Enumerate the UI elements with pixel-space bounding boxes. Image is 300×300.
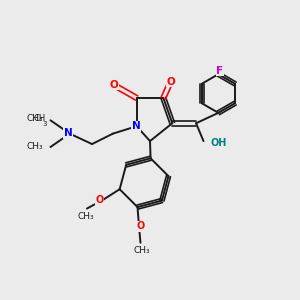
Text: CH₃: CH₃ [77, 212, 94, 221]
Text: O: O [136, 221, 145, 231]
Text: N: N [132, 121, 140, 131]
Text: CH₃: CH₃ [134, 246, 150, 255]
Text: O: O [167, 76, 175, 87]
Text: O: O [96, 195, 104, 205]
Text: 3: 3 [42, 121, 46, 127]
Text: CH: CH [34, 114, 46, 123]
Text: CH₃: CH₃ [26, 114, 43, 123]
Text: F: F [216, 66, 224, 76]
Text: CH₃: CH₃ [26, 142, 43, 151]
Text: OH: OH [211, 138, 227, 148]
Text: N: N [64, 128, 73, 138]
Text: O: O [110, 80, 119, 90]
